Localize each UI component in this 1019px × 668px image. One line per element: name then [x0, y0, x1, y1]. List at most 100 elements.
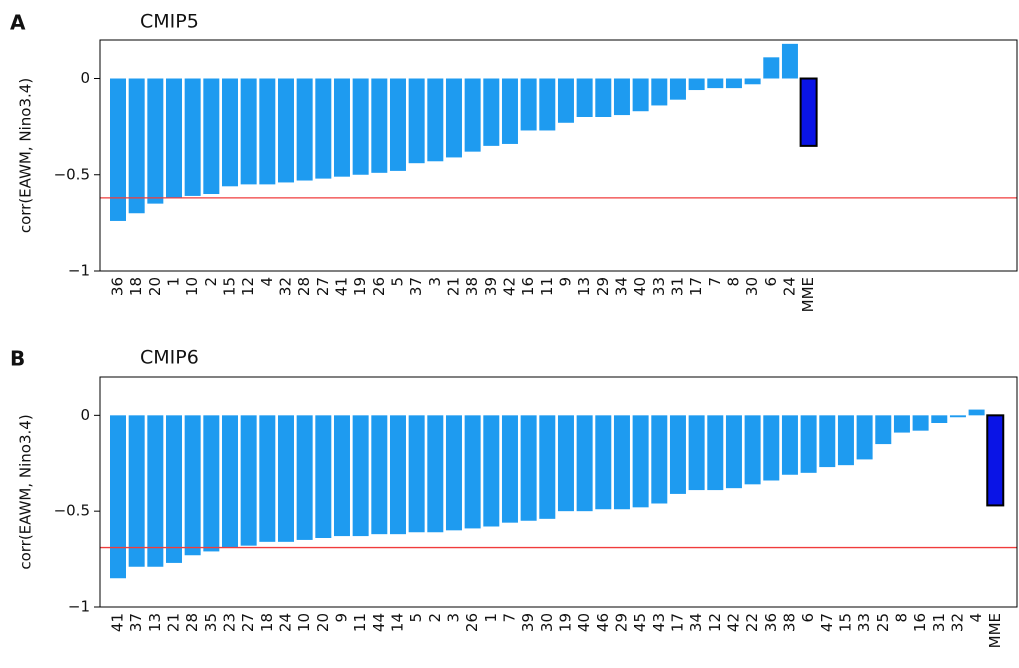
bar — [408, 78, 425, 164]
bar — [501, 78, 518, 144]
x-tick-label: 7 — [706, 277, 724, 287]
y-tick-label: −1 — [68, 262, 90, 280]
bar — [371, 78, 388, 173]
bar — [781, 43, 798, 79]
bar — [669, 415, 686, 494]
bar — [931, 415, 948, 423]
x-tick-label: 20 — [146, 277, 164, 296]
x-tick-label: MME — [799, 277, 817, 312]
x-tick-label: 7 — [500, 613, 518, 623]
x-tick-label: 27 — [239, 613, 257, 632]
panel-label: B — [10, 347, 25, 371]
y-tick-label: 0 — [80, 69, 90, 87]
x-tick-label: 36 — [109, 277, 127, 296]
x-tick-label: 10 — [295, 613, 313, 632]
x-tick-label: 23 — [220, 613, 238, 632]
x-tick-label: 18 — [258, 613, 276, 632]
bar — [352, 415, 369, 537]
bar — [613, 415, 630, 510]
bar — [483, 415, 500, 527]
bar — [744, 415, 761, 485]
x-tick-label: 17 — [668, 613, 686, 632]
bar — [277, 415, 294, 542]
bar — [203, 415, 220, 552]
bar — [763, 415, 780, 481]
bar — [333, 78, 350, 177]
x-tick-label: 39 — [519, 613, 537, 632]
x-tick-label: 12 — [239, 277, 257, 296]
bar — [539, 78, 556, 131]
bar — [128, 415, 145, 567]
x-tick-label: 13 — [146, 613, 164, 632]
x-tick-label: 25 — [874, 613, 892, 632]
x-tick-label: 26 — [370, 277, 388, 296]
x-tick-label: 28 — [183, 613, 201, 632]
x-tick-label: 21 — [164, 613, 182, 632]
x-tick-label: 42 — [724, 613, 742, 632]
bar — [333, 415, 350, 537]
bar — [800, 415, 817, 473]
x-tick-label: 22 — [743, 613, 761, 632]
x-tick-label: 24 — [780, 277, 798, 296]
x-tick-label: 47 — [818, 613, 836, 632]
x-tick-label: 24 — [276, 613, 294, 632]
bar — [651, 78, 668, 106]
bar — [613, 78, 630, 116]
x-tick-label: 27 — [314, 277, 332, 296]
x-tick-label: 37 — [407, 277, 425, 296]
x-tick-label: 31 — [668, 277, 686, 296]
bar — [464, 78, 481, 152]
bar — [259, 78, 276, 185]
bar — [445, 415, 462, 531]
x-tick-label: 5 — [407, 613, 425, 623]
x-tick-label: 9 — [332, 613, 350, 623]
bar — [632, 78, 649, 112]
x-tick-label: 12 — [706, 613, 724, 632]
bar — [725, 415, 742, 489]
bar — [240, 415, 257, 546]
x-tick-label: 32 — [276, 277, 294, 296]
chart-title: CMIP5 — [140, 11, 199, 33]
x-tick-label: 9 — [556, 277, 574, 287]
x-tick-label: 10 — [183, 277, 201, 296]
bar — [389, 78, 406, 171]
bar — [744, 78, 761, 85]
bar — [221, 78, 238, 187]
bar — [128, 78, 145, 214]
bar — [221, 415, 238, 548]
bar — [110, 415, 126, 579]
bar — [595, 415, 612, 510]
bar — [781, 415, 798, 475]
x-tick-label: 32 — [948, 613, 966, 632]
x-tick-label: 38 — [780, 613, 798, 632]
x-tick-label: 19 — [556, 613, 574, 632]
x-tick-label: 21 — [444, 277, 462, 296]
bar — [240, 78, 257, 185]
x-tick-label: 11 — [538, 277, 556, 296]
x-tick-label: 41 — [332, 277, 350, 296]
x-tick-label: 2 — [426, 613, 444, 623]
bar — [259, 415, 276, 542]
bar — [912, 415, 929, 431]
bar — [725, 78, 742, 89]
x-tick-label: 1 — [164, 277, 182, 287]
x-tick-label: 29 — [594, 277, 612, 296]
bar — [707, 415, 724, 491]
x-tick-label: 18 — [127, 277, 145, 296]
x-tick-label: 3 — [426, 277, 444, 287]
bar — [949, 415, 966, 418]
x-tick-label: 19 — [351, 277, 369, 296]
bar — [557, 415, 574, 512]
bar — [464, 415, 481, 529]
y-tick-label: −0.5 — [54, 165, 90, 183]
x-tick-label: 29 — [612, 613, 630, 632]
x-tick-label: 41 — [109, 613, 127, 632]
x-tick-label: 17 — [687, 277, 705, 296]
bar — [707, 78, 724, 89]
bar — [576, 78, 593, 117]
bar — [184, 78, 201, 196]
x-tick-label: 14 — [388, 613, 406, 632]
bar — [688, 78, 705, 91]
bar — [520, 78, 537, 131]
